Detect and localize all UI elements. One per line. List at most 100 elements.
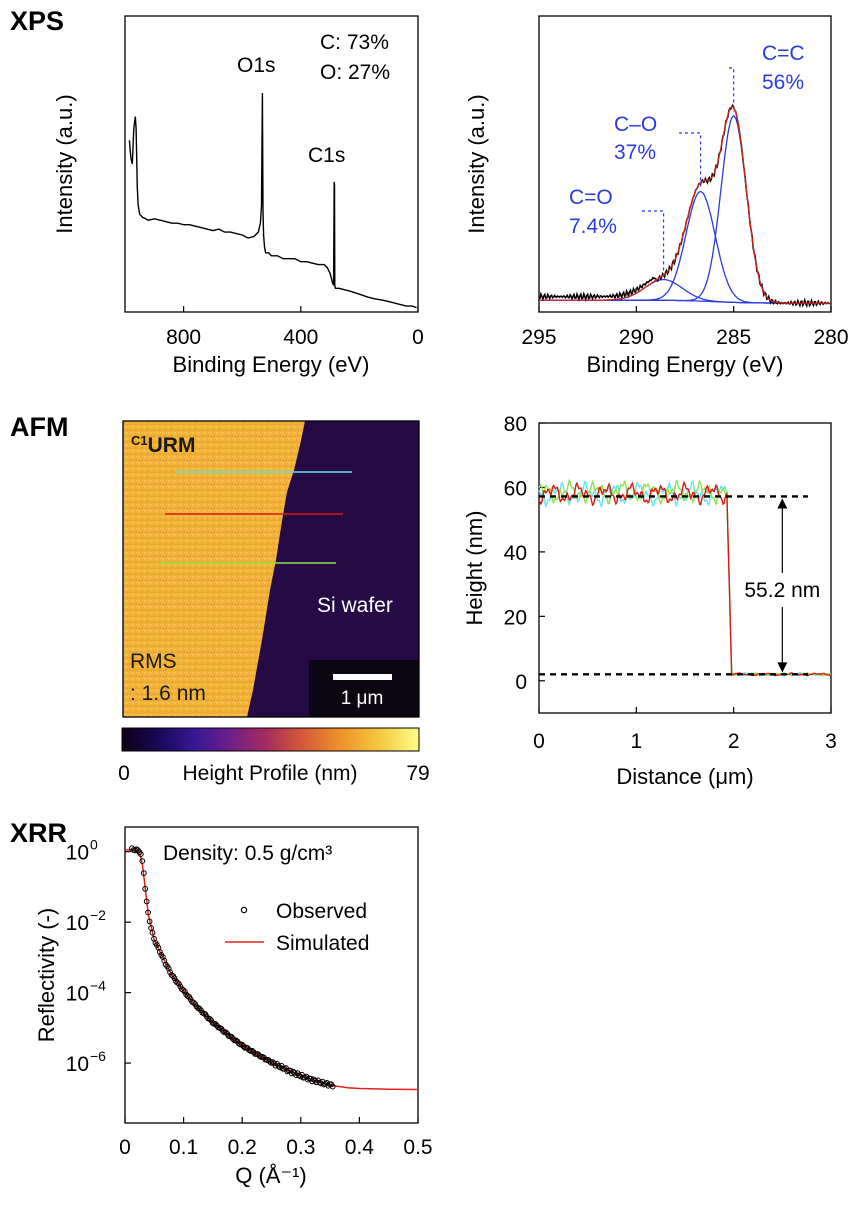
xps-c1s-xtick-label: 295 [521, 326, 556, 349]
afm-profile-ylabel: Height (nm) [462, 511, 487, 626]
xrr-observed-point [287, 1067, 294, 1074]
xps-c1s-component-percent: 37% [614, 141, 656, 164]
afm-profile-ytick-label: 0 [515, 671, 527, 694]
afm-arrow-head-up [777, 498, 788, 509]
xps-survey-xtick-label: 0 [412, 326, 424, 349]
afm-arrow-head-down [777, 662, 788, 673]
xrr-observed-point [190, 999, 197, 1006]
xps-c1s-leader-line [642, 210, 665, 276]
xrr-ylabel: Reflectivity (-) [34, 908, 59, 1042]
xps-composition-c: C: 73% [320, 31, 389, 54]
afm-scale-label: 1 μm [341, 688, 384, 709]
xrr-legend-observed: Observed [276, 900, 367, 923]
afm-sample-label: C1URM [131, 433, 195, 457]
xrr-ytick-label: 10 [66, 842, 89, 865]
xrr-ytick-label: 10 [66, 983, 89, 1006]
xps-survey-chart: 800 400 0 C: 73% O: 27% O1s C1s Binding En… [52, 15, 424, 377]
xps-c1s-xtick-label: 290 [619, 326, 654, 349]
xrr-observed-point [275, 1063, 282, 1069]
panel-label-xps: XPS [10, 6, 64, 36]
xrr-xtick-label: 0.2 [228, 1136, 257, 1159]
xrr-observed-point [278, 1062, 285, 1069]
xps-c1s-leader-line [729, 67, 735, 112]
xps-peak-o1s-label: O1s [237, 54, 276, 77]
xps-survey-xtick-label: 800 [166, 326, 201, 349]
xrr-observed-point [149, 929, 156, 936]
panel-label-xrr: XRR [10, 818, 67, 848]
xrr-xtick-label: 0.4 [345, 1136, 375, 1159]
xrr-observed-point [168, 972, 175, 978]
xrr-observed-point [139, 858, 146, 864]
xrr-observed-point [196, 1005, 203, 1012]
afm-substrate-label: Si wafer [317, 594, 393, 617]
afm-image-frame [122, 420, 420, 718]
panel-label-afm: AFM [10, 412, 68, 442]
xrr-observed-point [206, 1016, 213, 1022]
xps-survey-ylabel: Intensity (a.u.) [52, 94, 77, 233]
afm-scale-box [309, 660, 419, 717]
xrr-observed-point [140, 870, 147, 876]
xps-survey-xtick-label: 400 [283, 326, 318, 349]
afm-sample-label-main: URM [148, 434, 196, 457]
xps-c1s-chart: 295 290 285 280 C=C 56% C–O 37%C=O 7.4% Binding… [464, 15, 849, 377]
xrr-observed-point [233, 1037, 239, 1044]
xrr-observed-point [159, 954, 166, 960]
xrr-ytick-exponent: −2 [90, 907, 106, 923]
afm-profile-xtick-label: 3 [825, 730, 837, 753]
xrr-ytick-label: 10 [66, 1053, 89, 1076]
afm-height-image: C1URM Si wafer RMS : 1.6 nm 1 μm [122, 420, 420, 718]
xps-survey-xlabel: Binding Energy (eV) [173, 352, 370, 377]
xrr-observed-point [239, 1041, 245, 1048]
xrr-xtick-label: 0.1 [169, 1136, 198, 1159]
xrr-observed-point [180, 987, 187, 993]
xps-c1s-leader-line [679, 132, 702, 188]
xps-c1s-component-name: C–O [614, 113, 657, 136]
xrr-legend-simulated: Simulated [276, 932, 369, 955]
afm-profile-xtick-label: 1 [630, 730, 642, 753]
xrr-observed-point [167, 969, 174, 976]
afm-rms-line1: RMS [130, 650, 177, 673]
afm-profile-xtick-label: 2 [728, 730, 740, 753]
xps-survey-line [128, 92, 417, 309]
xps-c1s-xlabel: Binding Energy (eV) [587, 352, 784, 377]
xps-peak-c1s-label: C1s [308, 144, 345, 167]
xrr-observed-point [220, 1028, 226, 1034]
xps-c1s-frame [538, 15, 832, 313]
xrr-observed-point [296, 1072, 302, 1079]
xps-c1s-fit-line [539, 106, 830, 304]
xrr-frame [124, 826, 419, 1124]
afm-profile-xlabel-text: Distance (μm) [616, 764, 753, 789]
xps-c1s-component-line [539, 115, 830, 304]
afm-profile-frame [538, 422, 832, 714]
afm-profile-ytick-label: 60 [504, 477, 527, 500]
afm-colorbar: 0 Height Profile (nm) 79 [118, 727, 430, 785]
xps-c1s-xtick-label: 280 [813, 326, 848, 349]
afm-profile-xtick-label: 0 [533, 730, 545, 753]
xrr-xtick-label: 0 [119, 1136, 131, 1159]
xrr-ytick-exponent: −6 [90, 1048, 106, 1064]
xrr-observed-point [181, 988, 188, 995]
xrr-observed-point [230, 1036, 237, 1042]
afm-step-height-label: 55.2 nm [744, 579, 820, 602]
xrr-ytick-exponent: −4 [90, 978, 106, 994]
xps-c1s-component-percent: 7.4% [569, 215, 617, 238]
xrr-xtick-label: 0.3 [286, 1136, 315, 1159]
xrr-observed-point [329, 1083, 336, 1090]
xps-c1s-component-name: C=C [762, 42, 805, 65]
afm-profile-xlabel: Distance (μm) [616, 764, 753, 789]
afm-scale-bar [333, 674, 392, 680]
xrr-ytick-exponent: 0 [90, 837, 98, 853]
afm-rms-line2: : 1.6 nm [130, 682, 206, 705]
afm-profile-ytick-label: 80 [504, 413, 527, 436]
afm-colorbar-label: Height Profile (nm) [182, 762, 357, 785]
afm-sample-label-sup: C1 [131, 433, 148, 448]
xrr-xtick-label: 0.5 [403, 1136, 432, 1159]
xrr-observed-point [174, 979, 181, 986]
xps-composition-o: O: 27% [320, 61, 390, 84]
xps-c1s-xtick-label: 285 [716, 326, 751, 349]
xrr-observed-point [145, 909, 152, 916]
afm-profile-ytick-label: 20 [504, 606, 527, 629]
xps-c1s-component-name: C=O [569, 186, 613, 209]
xrr-observed-point [157, 949, 163, 955]
